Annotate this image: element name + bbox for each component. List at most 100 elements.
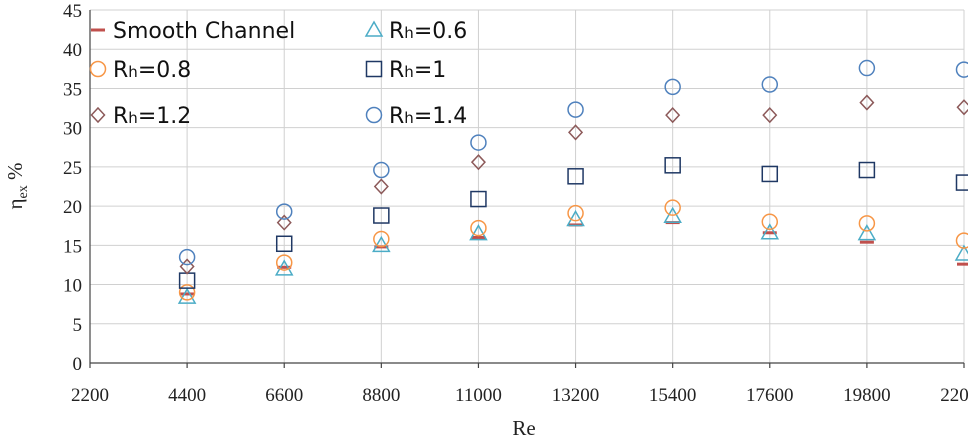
data-point <box>568 124 584 141</box>
y-tick-label: 15 <box>63 236 82 257</box>
x-tick-label: 11000 <box>455 385 502 406</box>
legend-label-main: R <box>389 19 404 44</box>
legend-label-rest: =1 <box>414 58 446 83</box>
data-point <box>955 232 968 249</box>
data-point <box>761 76 779 93</box>
legend-label-sub: h <box>404 63 414 81</box>
y-tick-label: 10 <box>63 276 82 297</box>
legend-label-sub: h <box>404 109 414 127</box>
data-point <box>470 154 486 171</box>
y-tick-label: 45 <box>63 1 82 22</box>
y-axis-title-sub: ex <box>16 185 31 198</box>
data-point <box>470 219 487 237</box>
legend-marker <box>365 60 383 78</box>
data-point <box>858 161 876 179</box>
series-5 <box>178 59 968 266</box>
legend-label-rest: =1.2 <box>138 104 191 129</box>
data-point <box>761 165 779 183</box>
series-1 <box>177 206 968 304</box>
data-point <box>373 178 389 195</box>
data-point <box>373 161 390 179</box>
x-tick-label: 2200 <box>71 385 109 406</box>
legend-label: Rh=0.6 <box>389 19 467 44</box>
data-point <box>955 61 968 78</box>
data-point <box>373 230 390 248</box>
legend-label-main: R <box>113 104 128 129</box>
y-tick-label: 35 <box>63 79 82 100</box>
data-point <box>470 190 487 208</box>
data-point <box>275 235 293 253</box>
data-point <box>372 235 391 253</box>
y-tick-label: 5 <box>73 315 83 336</box>
x-tick-label: 13200 <box>552 385 600 406</box>
legend-entry-4: Rh=1.2 <box>90 104 191 129</box>
data-point <box>177 287 197 304</box>
data-point <box>859 94 875 111</box>
legend-label-rest: =1.4 <box>414 104 467 129</box>
data-point <box>663 206 682 224</box>
data-point <box>664 157 681 174</box>
data-point <box>275 203 293 220</box>
legend-label-rest: =0.8 <box>138 58 191 83</box>
legend-marker <box>364 20 384 37</box>
x-tick-label: 15400 <box>649 385 697 406</box>
axes <box>89 10 965 368</box>
data-point <box>373 207 390 224</box>
y-tick-label: 0 <box>73 354 83 375</box>
legend-label: Rh=0.8 <box>113 58 191 83</box>
x-tick-label: 22000 <box>940 385 968 406</box>
legend-label-sub: h <box>404 24 414 42</box>
data-point <box>664 78 681 96</box>
data-point <box>274 259 294 276</box>
legend-entry-5: Rh=1.4 <box>365 104 467 129</box>
data-point <box>858 59 876 77</box>
legend-entry-2: Rh=0.8 <box>89 58 191 83</box>
legend-label-sub: h <box>128 63 138 81</box>
data-markers <box>177 59 968 304</box>
legend-label-main: R <box>113 58 128 83</box>
y-axis-title-unit: % <box>3 163 27 186</box>
data-point <box>857 224 877 241</box>
legend-entry-3: Rh=1 <box>365 58 446 83</box>
tick-labels: 0 5 10 15 20 25 30 35 40 45 2200 4400 6600 8800 11000 1… <box>63 1 968 406</box>
legend-label: Smooth Channel <box>113 19 295 44</box>
data-point <box>178 248 196 266</box>
series-4 <box>179 94 968 275</box>
data-point <box>470 134 487 151</box>
x-tick-label: 19800 <box>843 385 891 406</box>
data-point <box>955 174 968 191</box>
legend: Smooth Channel Rh=0.6Rh=0.8 Rh=1Rh=1.2 Rh=1… <box>89 19 467 129</box>
data-point <box>761 213 779 231</box>
data-point <box>276 214 292 231</box>
data-point <box>178 284 196 301</box>
data-point <box>665 107 681 124</box>
legend-label-sub: h <box>128 109 138 127</box>
data-point <box>664 199 681 216</box>
data-point <box>762 107 778 124</box>
data-point <box>567 101 584 118</box>
x-tick-label: 17600 <box>746 385 794 406</box>
series-2 <box>178 199 968 301</box>
legend-label: Rh=1 <box>389 58 446 83</box>
y-tick-label: 40 <box>63 40 82 61</box>
data-point <box>469 224 488 241</box>
y-axis-title: ηex % <box>3 163 31 210</box>
x-tick-label: 6600 <box>265 385 303 406</box>
y-axis-title-main: η <box>3 198 27 209</box>
legend-label-main: R <box>389 104 404 129</box>
legend-label: Rh=1.2 <box>113 104 191 129</box>
legend-marker <box>365 106 383 124</box>
x-axis-title: Re <box>512 416 535 440</box>
data-point <box>954 244 968 261</box>
data-point <box>956 99 968 116</box>
legend-marker <box>89 60 107 78</box>
data-point <box>567 204 584 222</box>
x-tick-label: 4400 <box>168 385 206 406</box>
series-3 <box>178 157 968 289</box>
grid-lines <box>90 9 965 363</box>
legend-label-rest: =0.6 <box>414 19 467 44</box>
y-tick-label: 30 <box>63 119 82 140</box>
y-tick-label: 25 <box>63 158 82 179</box>
series-0 <box>180 221 968 296</box>
data-point <box>179 258 195 275</box>
